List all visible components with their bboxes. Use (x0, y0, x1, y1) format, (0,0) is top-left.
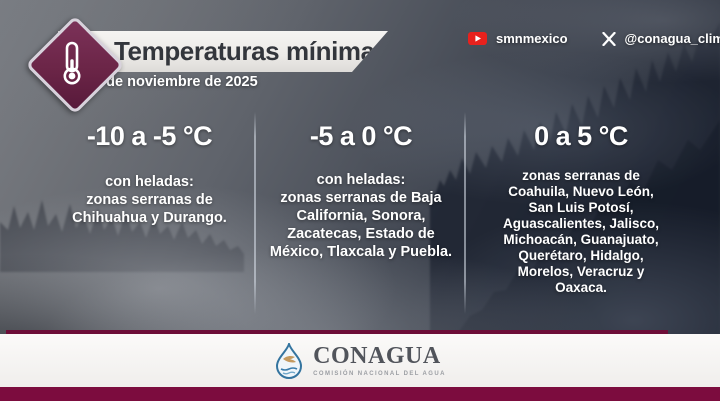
youtube-play-icon (468, 32, 487, 45)
youtube-handle: smnmexico (496, 31, 568, 46)
region-line: Morelos, Veracruz y (517, 263, 645, 279)
temp-column-mildest: 0 a 5 °C zonas serranas de Coahuila, Nue… (468, 122, 694, 296)
region-line: zonas serranas de (522, 168, 640, 184)
x-logo-icon (601, 31, 616, 46)
page-title: Temperaturas mínimas (114, 36, 389, 66)
x-handle: @conagua_clima (624, 31, 720, 46)
footer-maroon-strip (0, 387, 720, 401)
footer-accent-line (6, 330, 668, 334)
conagua-logo-texts: CONAGUA COMISIÓN NACIONAL DEL AGUA (313, 344, 446, 377)
region-line: con heladas: (105, 174, 194, 191)
region-line: zonas serranas de Baja (280, 190, 442, 207)
forecast-date: 26 de noviembre de 2025 (86, 74, 258, 90)
region-line: Aguascalientes, Jalisco, (502, 216, 660, 232)
region-line: Querétaro, Hidalgo, (518, 247, 644, 263)
temp-range-label: 0 a 5 °C (534, 121, 628, 151)
social-handles: smnmexico @conagua_clima (468, 31, 720, 46)
region-list: con heladas: zonas serranas de Baja Cali… (256, 172, 466, 262)
temp-range-label: -5 a 0 °C (309, 121, 413, 151)
region-line: California, Sonora, (296, 208, 426, 225)
temp-column-middle: -5 a 0 °C con heladas: zonas serranas de… (256, 122, 466, 262)
region-line: Oaxaca. (555, 279, 607, 295)
temp-range-label: -10 a -5 °C (86, 121, 213, 151)
conagua-waterdrop-icon (276, 342, 303, 379)
region-line: con heladas: (316, 172, 406, 189)
conagua-subtitle: COMISIÓN NACIONAL DEL AGUA (313, 371, 446, 377)
conagua-wordmark: CONAGUA (313, 343, 441, 369)
conagua-logo: CONAGUA COMISIÓN NACIONAL DEL AGUA (274, 342, 446, 379)
title-banner: Temperaturas mínimas (58, 31, 388, 72)
region-line: Michoacán, Guanajuato, (503, 232, 659, 248)
region-list: con heladas: zonas serranas de Chihuahua… (32, 174, 267, 228)
footer-band: CONAGUA COMISIÓN NACIONAL DEL AGUA (0, 334, 720, 387)
region-line: México, Tlaxcala y Puebla. (269, 244, 453, 261)
temp-column-coldest: -10 a -5 °C con heladas: zonas serranas … (32, 122, 267, 228)
thermometer-icon (63, 41, 81, 85)
region-line: zonas serranas de (86, 192, 213, 209)
column-divider-1 (254, 112, 256, 314)
region-line: Chihuahua y Durango. (72, 210, 227, 227)
region-line: Coahuila, Nuevo León, (508, 184, 654, 200)
region-list: zonas serranas de Coahuila, Nuevo León, … (468, 168, 694, 295)
region-line: San Luis Potosí, (528, 200, 634, 216)
column-divider-2 (464, 112, 466, 314)
region-line: Zacatecas, Estado de (287, 226, 435, 243)
